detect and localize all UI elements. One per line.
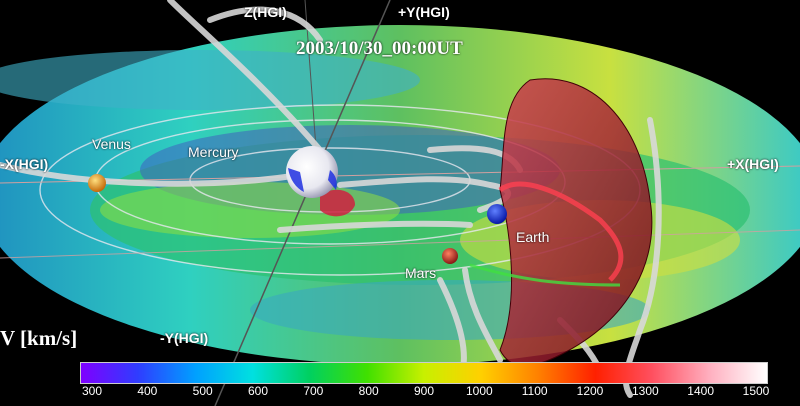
colorbar-tick: 1200: [576, 384, 604, 398]
colorbar-tick: 1100: [521, 384, 548, 398]
colorbar-tick: 1500: [742, 384, 770, 398]
velocity-colorbar: [80, 362, 768, 384]
colorbar-ticks: 300 400 500 600 700 800 900 1000 1100 1200 1300 140…: [80, 384, 770, 406]
colorbar-tick: 600: [247, 384, 269, 398]
colorbar-tick: 900: [413, 384, 435, 398]
mars-planet: [442, 248, 458, 264]
axis-label-minus-y: -Y(HGI): [160, 330, 209, 346]
timestamp: 2003/10/30_00:00UT: [296, 38, 463, 59]
colorbar-tick: 500: [192, 384, 213, 398]
mars-label: Mars: [405, 265, 437, 281]
axis-label-minus-x: -X(HGI): [0, 156, 49, 172]
colorbar-tick: 1000: [465, 384, 493, 398]
mercury-label: Mercury: [188, 144, 239, 160]
colorbar-tick: 300: [81, 384, 103, 398]
colorbar-label: V [km/s]: [0, 326, 78, 350]
colorbar-tick: 800: [358, 384, 379, 398]
colorbar-tick: 1400: [687, 384, 715, 398]
earth-planet: [487, 204, 507, 224]
axis-label-plus-y: +Y(HGI): [398, 4, 450, 20]
venus-planet: [88, 174, 106, 192]
solar-wind-disk: [0, 25, 800, 365]
earth-label: Earth: [516, 229, 550, 245]
axis-label-z: Z(HGI): [244, 4, 287, 20]
colorbar-tick: 400: [137, 384, 158, 398]
venus-label: Venus: [92, 136, 131, 152]
axis-label-plus-x: +X(HGI): [727, 156, 779, 172]
sun: [286, 146, 338, 198]
colorbar-tick: 700: [303, 384, 324, 398]
colorbar-tick: 1300: [631, 384, 659, 398]
